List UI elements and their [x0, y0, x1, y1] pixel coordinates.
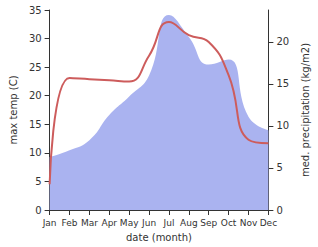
svg-text:Sep: Sep: [200, 218, 217, 228]
svg-text:max temp (C): max temp (C): [8, 75, 19, 144]
svg-text:0: 0: [276, 205, 282, 216]
svg-text:0: 0: [35, 205, 41, 216]
svg-text:Jun: Jun: [141, 218, 156, 228]
svg-text:date (month): date (month): [126, 232, 192, 243]
svg-text:20: 20: [29, 90, 42, 101]
svg-text:Mar: Mar: [81, 218, 98, 228]
svg-text:med. precipitation (kg/m2): med. precipitation (kg/m2): [300, 43, 311, 177]
svg-text:Oct: Oct: [221, 218, 237, 228]
svg-text:5: 5: [35, 176, 41, 187]
svg-text:Aug: Aug: [180, 218, 198, 228]
svg-text:Nov: Nov: [240, 218, 258, 228]
svg-text:35: 35: [29, 5, 42, 16]
svg-text:20: 20: [276, 36, 289, 47]
svg-text:Jan: Jan: [42, 218, 57, 228]
svg-text:May: May: [120, 218, 139, 228]
svg-text:30: 30: [29, 33, 42, 44]
svg-text:25: 25: [29, 62, 42, 73]
svg-text:10: 10: [29, 147, 42, 158]
svg-text:15: 15: [276, 78, 289, 89]
svg-text:Feb: Feb: [62, 218, 78, 228]
svg-text:10: 10: [276, 120, 289, 131]
svg-text:Dec: Dec: [260, 218, 277, 228]
svg-text:5: 5: [276, 162, 282, 173]
svg-text:Apr: Apr: [101, 218, 117, 228]
svg-text:Jul: Jul: [163, 218, 175, 228]
svg-text:15: 15: [29, 119, 42, 130]
